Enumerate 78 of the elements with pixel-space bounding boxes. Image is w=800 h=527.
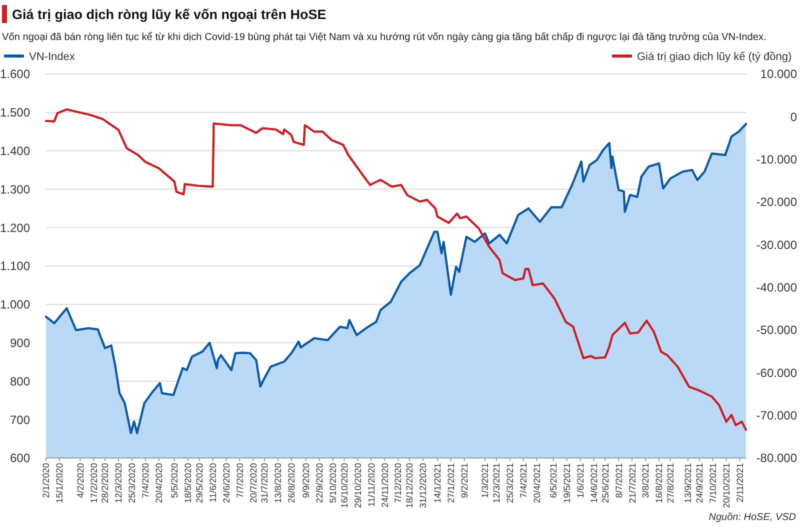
y-tick-label: 1.400 [0,144,30,158]
x-tick-label: 2/1/2020 [41,463,52,498]
x-tick-label: 18/12/2020 [404,463,415,508]
y-tick-label: 1.500 [0,106,30,120]
x-tick-label: 20/4/2021 [532,463,542,504]
x-tick-label: 24/11/2020 [380,463,390,508]
x-tick-label: 29/10/2020 [352,463,363,508]
x-tick-label: 11/11/2020 [366,463,376,507]
x-tick-label: 13/8/2020 [273,463,284,504]
x-tick-label: 16/8/2021 [654,463,664,504]
x-tick-label: 17/2/2020 [88,463,99,504]
y-tick-label: 900 [10,336,30,350]
x-tick-label: 8/7/2021 [614,463,624,498]
x-tick-label: 1/3/2021 [480,463,490,498]
legend-label: VN-Index [29,51,76,63]
x-tick-label: 20/7/2020 [248,463,258,504]
x-tick-label: 21/7/2021 [627,463,638,504]
x-tick-label: 4/2/2020 [75,463,86,498]
y-tick-label: 700 [10,412,30,427]
y-tick-label: 1.000 [0,298,30,312]
y2-tick-label: -10.000 [756,152,798,167]
y2-tick-label: -70.000 [756,408,798,423]
y-tick-label: 1.100 [0,259,30,274]
x-tick-label: 24/9/2021 [694,463,705,504]
x-tick-label: 20/10/2021 [721,463,732,508]
x-tick-label: 2/11/2021 [734,463,745,502]
y2-tick-label: 0 [790,110,798,124]
x-tick-label: 26/8/2020 [286,463,297,504]
x-tick-label: 13/9/2021 [683,463,694,504]
x-tick-label: 7/4/2020 [140,463,151,498]
y2-tick-label: -30.000 [756,238,798,252]
x-tick-label: 9/2/2021 [459,463,470,498]
y2-tick-label: 10.000 [760,67,798,82]
x-tick-label: 24/6/2020 [221,463,232,504]
chart-title: Giá trị giao dịch ròng lũy kế vốn ngoại trên HoSE [12,7,326,22]
x-tick-label: 12/3/2021 [492,463,502,504]
x-tick-label: 1/6/2021 [575,463,586,498]
x-tick-label: 15/1/2020 [54,463,65,504]
y-tick-label: 1.200 [0,220,30,235]
x-tick-label: 7/7/2020 [234,463,245,498]
x-tick-label: 5/10/2020 [328,463,338,504]
x-tick-label: 6/5/2021 [548,463,559,498]
x-tick-label: 5/5/2020 [170,463,180,498]
legend-label: Giá trị giao dịch lũy kế (tỷ đồng) [637,51,792,63]
x-tick-label: 3/8/2021 [640,463,651,498]
y-tick-label: 1.600 [0,67,30,82]
x-tick-label: 14/1/2021 [432,463,443,504]
x-tick-label: 18/5/2020 [183,463,194,504]
chart-subtitle: Vốn ngoại đã bán ròng liên tục kể từ khi dịch Covid-19 bùng phát tại Việt Nam và xu hướng rút vốn ngày càng gia tăng bất chấp đi ngược lại đà tăng trưởng của VN-Index. [2,31,766,43]
x-tick-label: 11/6/2020 [208,463,218,502]
x-tick-label: 7/10/2021 [708,463,718,504]
x-tick-label: 31/7/2020 [260,463,270,504]
y2-tick-label: -60.000 [756,366,798,380]
x-tick-label: 9/9/2020 [301,463,312,498]
x-tick-label: 19/5/2021 [562,463,572,504]
x-tick-label: 25/3/2020 [127,463,138,504]
x-tick-label: 12/3/2020 [114,463,124,504]
y2-tick-label: -50.000 [756,323,798,338]
x-tick-label: 31/12/2020 [418,463,428,508]
x-tick-label: 7/12/2020 [393,463,404,504]
x-tick-label: 22/9/2020 [314,463,325,504]
x-tick-label: 25/3/2021 [505,463,516,504]
x-tick-label: 7/4/2021 [518,463,529,498]
y2-tick-label: -20.000 [756,195,798,210]
y-tick-label: 800 [10,374,30,388]
y2-tick-label: -80.000 [756,451,798,466]
x-tick-label: 16/10/2020 [339,463,350,508]
x-tick-label: 27/8/2021 [666,463,676,504]
x-tick-label: 14/6/2021 [588,463,599,504]
x-tick-label: 27/1/2021 [446,463,456,504]
y2-tick-label: -40.000 [756,280,798,295]
text: Nguồn: HoSE, VSD [708,512,796,523]
x-tick-label: 20/4/2020 [154,463,164,504]
x-tick-label: 29/5/2020 [194,463,204,504]
x-tick-label: 28/2/2020 [100,463,110,504]
x-tick-label: 25/6/2021 [600,463,610,504]
y-tick-label: 1.300 [0,182,30,196]
y-tick-label: 600 [10,451,30,466]
